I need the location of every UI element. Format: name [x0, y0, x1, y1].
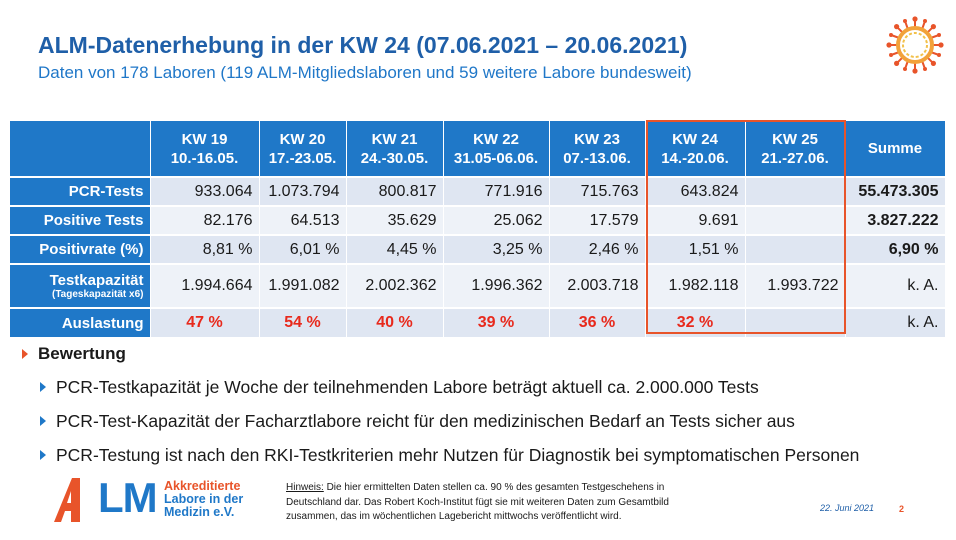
header-corner — [10, 121, 151, 177]
row-label: Positivrate (%) — [10, 234, 151, 264]
row-label: Testkapazität (Tageskapazität x6) — [10, 263, 151, 308]
triangle-bullet-icon — [40, 450, 46, 461]
table-cell: 82.176 — [150, 205, 260, 235]
summe-cell: 55.473.305 — [845, 176, 946, 206]
table-cell: 643.824 — [645, 176, 746, 206]
table-cell: 1.991.082 — [259, 263, 347, 308]
table-cell: 25.062 — [443, 205, 550, 235]
column-header: KW 20 17.-23.05. — [259, 121, 347, 177]
table-cell: 35.629 — [346, 205, 444, 235]
coronavirus-icon — [886, 16, 944, 74]
table-cell: 64.513 — [259, 205, 347, 235]
table-cell: 1.996.362 — [443, 263, 550, 308]
table-cell: 17.579 — [549, 205, 646, 235]
table-header-row: KW 19 10.-16.05. KW 20 17.-23.05. KW 21 24.… — [10, 121, 946, 177]
table-cell: 1.982.118 — [645, 263, 746, 308]
hinweis-note: Hinweis: Die hier ermittelten Daten stel… — [286, 482, 669, 522]
table-cell: 1.073.794 — [259, 176, 347, 206]
row-label: PCR-Tests — [10, 176, 151, 206]
table-cell: 47 % — [150, 307, 260, 337]
bewertung-point: PCR-Testung ist nach den RKI-Testkriteri… — [40, 445, 859, 466]
page-subtitle: Daten von 178 Laboren (119 ALM-Mitglieds… — [38, 63, 692, 82]
summe-cell: 3.827.222 — [845, 205, 946, 235]
table-cell: 715.763 — [549, 176, 646, 206]
page-number: 2 — [899, 504, 905, 514]
table-row: Positive Tests 82.176 64.513 35.629 25.0… — [10, 205, 946, 235]
table-cell: 1.993.722 — [745, 263, 846, 308]
bewertung-point: PCR-Testkapazität je Woche der teilnehme… — [40, 377, 759, 398]
row-label: Positive Tests — [10, 205, 151, 235]
summe-cell: 6,90 % — [845, 234, 946, 264]
logo-letters: LM — [98, 474, 158, 521]
table-cell: 2,46 % — [549, 234, 646, 264]
table-cell: 2.002.362 — [346, 263, 444, 308]
table-row: Positivrate (%) 8,81 % 6,01 % 4,45 % 3,2… — [10, 234, 946, 264]
table-cell: 1,51 % — [645, 234, 746, 264]
table-cell: 54 % — [259, 307, 347, 337]
table-cell: 36 % — [549, 307, 646, 337]
table-cell: 32 % — [645, 307, 746, 337]
data-table: KW 19 10.-16.05. KW 20 17.-23.05. KW 21 24.… — [10, 121, 946, 337]
column-header: KW 22 31.05-06.06. — [443, 121, 550, 177]
table-cell: 2.003.718 — [549, 263, 646, 308]
triangle-bullet-icon — [40, 382, 46, 393]
summe-cell: k. A. — [845, 263, 946, 308]
summe-header: Summe — [845, 121, 946, 177]
bewertung-heading: Bewertung — [22, 344, 126, 364]
table-cell: 3,25 % — [443, 234, 550, 264]
table-cell: 6,01 % — [259, 234, 347, 264]
table-cell: 9.691 — [645, 205, 746, 235]
column-header: KW 19 10.-16.05. — [150, 121, 260, 177]
table-cell: 39 % — [443, 307, 550, 337]
table-cell: 4,45 % — [346, 234, 444, 264]
column-header: KW 24 14.-20.06. — [645, 121, 746, 177]
triangle-bullet-icon — [40, 416, 46, 427]
footer-date: 22. Juni 2021 — [820, 503, 875, 513]
table-cell: 800.817 — [346, 176, 444, 206]
triangle-bullet-icon — [22, 348, 28, 359]
column-header: KW 23 07.-13.06. — [549, 121, 646, 177]
table-row: Auslastung 47 % 54 % 40 % 39 % 36 % 32 %… — [10, 307, 946, 337]
table-cell: 40 % — [346, 307, 444, 337]
logo-text: Akkreditierte Labore in der Medizin e.V. — [164, 479, 244, 519]
table-cell: 771.916 — [443, 176, 550, 206]
column-header: KW 21 24.-30.05. — [346, 121, 444, 177]
table-cell — [745, 307, 846, 337]
table-row: Testkapazität (Tageskapazität x6) 1.994.6… — [10, 263, 946, 308]
column-header: KW 25 21.-27.06. — [745, 121, 846, 177]
table-cell — [745, 176, 846, 206]
table-row: PCR-Tests 933.064 1.073.794 800.817 771.… — [10, 176, 946, 206]
logo-a-mark — [54, 478, 80, 522]
row-label: Auslastung — [10, 307, 151, 337]
table-cell — [745, 205, 846, 235]
table-cell: 1.994.664 — [150, 263, 260, 308]
summe-cell: k. A. — [845, 307, 946, 337]
bewertung-point: PCR-Test-Kapazität der Facharztlabore re… — [40, 411, 795, 432]
table-cell: 8,81 % — [150, 234, 260, 264]
table-cell: 933.064 — [150, 176, 260, 206]
table-cell — [745, 234, 846, 264]
alm-logo: LM Akkreditierte Labore in der Medizin e… — [54, 474, 264, 528]
page-title: ALM-Datenerhebung in der KW 24 (07.06.20… — [38, 32, 688, 58]
